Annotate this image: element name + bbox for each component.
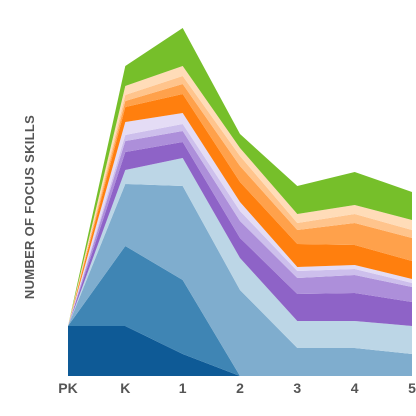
- area-series-2: [68, 246, 412, 376]
- x-axis-ticks: PK K 1 2 3 4 5: [58, 380, 416, 396]
- area-series-7: [68, 124, 412, 326]
- area-series-3: [68, 184, 412, 376]
- area-series-4: [68, 158, 412, 354]
- x-tick-label: PK: [58, 380, 77, 396]
- area-series-5: [68, 142, 412, 326]
- area-series-6: [68, 131, 412, 326]
- x-tick-label: 4: [351, 380, 359, 396]
- x-tick-label: 3: [293, 380, 301, 396]
- area-series-13: [68, 28, 412, 326]
- x-tick-label: K: [120, 380, 130, 396]
- x-tick-label: 2: [236, 380, 244, 396]
- area-series-1: [68, 326, 412, 376]
- x-tick-label: 5: [408, 380, 416, 396]
- area-layers: [68, 28, 412, 376]
- y-axis-label: NUMBER OF FOCUS SKILLS: [22, 115, 37, 299]
- x-tick-label: 1: [179, 380, 187, 396]
